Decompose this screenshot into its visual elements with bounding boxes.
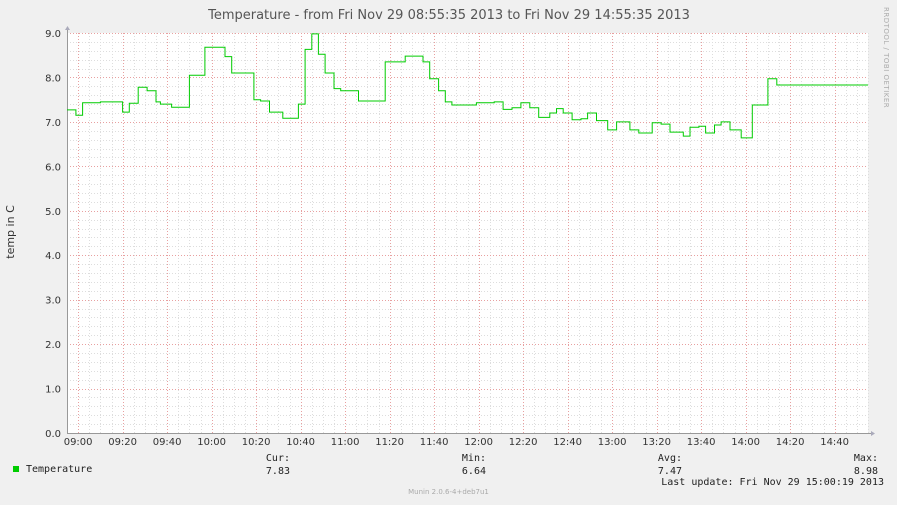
munin-version: Munin 2.0.6-4+deb7u1 xyxy=(408,488,489,496)
x-tick-label: 11:40 xyxy=(420,437,449,448)
y-axis-label: temp in C xyxy=(4,205,17,259)
x-tick-label: 14:20 xyxy=(776,437,805,448)
chart-title: Temperature - from Fri Nov 29 08:55:35 2… xyxy=(207,8,690,23)
y-axis-arrow xyxy=(65,26,70,30)
stat-max: Max: 8.98 xyxy=(828,453,878,477)
x-tick-label: 13:20 xyxy=(642,437,671,448)
plot-area xyxy=(67,33,868,433)
x-tick-label: 12:00 xyxy=(464,437,493,448)
series-line-temperature xyxy=(67,33,868,139)
stat-cur-label: Cur: xyxy=(265,453,290,464)
x-tick-label: 09:40 xyxy=(153,437,182,448)
stat-min: Min: 6.64 xyxy=(436,453,486,477)
stat-max-value: 8.98 xyxy=(853,466,878,477)
stat-min-value: 6.64 xyxy=(461,466,486,477)
stat-avg: Avg: 7.47 xyxy=(632,453,682,477)
rrdtool-credit: RRDTOOL / TOBI OETIKER xyxy=(882,7,890,108)
x-tick-label: 13:40 xyxy=(687,437,716,448)
x-tick-label: 11:00 xyxy=(331,437,360,448)
x-tick-label: 09:20 xyxy=(108,437,137,448)
stat-cur-value: 7.83 xyxy=(265,466,290,477)
x-tick-label: 09:00 xyxy=(64,437,93,448)
stat-avg-label: Avg: xyxy=(657,453,682,464)
stat-avg-value: 7.47 xyxy=(657,466,682,477)
chart-axes xyxy=(65,26,875,436)
y-tick-label: 3.0 xyxy=(45,296,61,307)
y-tick-label: 7.0 xyxy=(45,118,61,129)
y-tick-label: 9.0 xyxy=(45,29,61,40)
legend: Temperature Cur: 7.83 Min: 6.64 Avg: 7.4… xyxy=(0,453,897,498)
y-tick-label: 0.0 xyxy=(45,429,61,440)
x-tick-label: 13:00 xyxy=(598,437,627,448)
x-tick-label: 10:00 xyxy=(197,437,226,448)
x-axis-arrow xyxy=(871,431,875,436)
stat-max-label: Max: xyxy=(853,453,878,464)
y-tick-label: 2.0 xyxy=(45,340,61,351)
last-update: Last update: Fri Nov 29 15:00:19 2013 xyxy=(661,477,884,488)
temperature-chart: Temperature - from Fri Nov 29 08:55:35 2… xyxy=(4,7,890,448)
x-tick-label: 14:00 xyxy=(731,437,760,448)
chart-grid xyxy=(67,33,869,434)
x-tick-label: 14:40 xyxy=(820,437,849,448)
x-tick-labels: 09:00 09:20 09:40 10:00 10:20 10:40 11:00 11:20… xyxy=(64,437,849,448)
y-tick-label: 5.0 xyxy=(45,207,61,218)
legend-swatch xyxy=(13,466,19,472)
y-tick-label: 6.0 xyxy=(45,162,61,173)
y-tick-label: 4.0 xyxy=(45,251,61,262)
x-tick-label: 10:20 xyxy=(242,437,271,448)
legend-series-name: Temperature xyxy=(26,464,93,475)
y-tick-label: 8.0 xyxy=(45,73,61,84)
x-tick-label: 10:40 xyxy=(286,437,315,448)
series-group xyxy=(67,33,868,139)
y-tick-labels: 0.0 1.0 2.0 3.0 4.0 5.0 6.0 7.0 8.0 9.0 xyxy=(45,29,61,440)
stat-min-label: Min: xyxy=(461,453,486,464)
stat-cur: Cur: 7.83 xyxy=(240,453,290,477)
x-tick-label: 12:20 xyxy=(509,437,538,448)
y-tick-label: 1.0 xyxy=(45,385,61,396)
x-tick-label: 12:40 xyxy=(553,437,582,448)
x-tick-label: 11:20 xyxy=(375,437,404,448)
